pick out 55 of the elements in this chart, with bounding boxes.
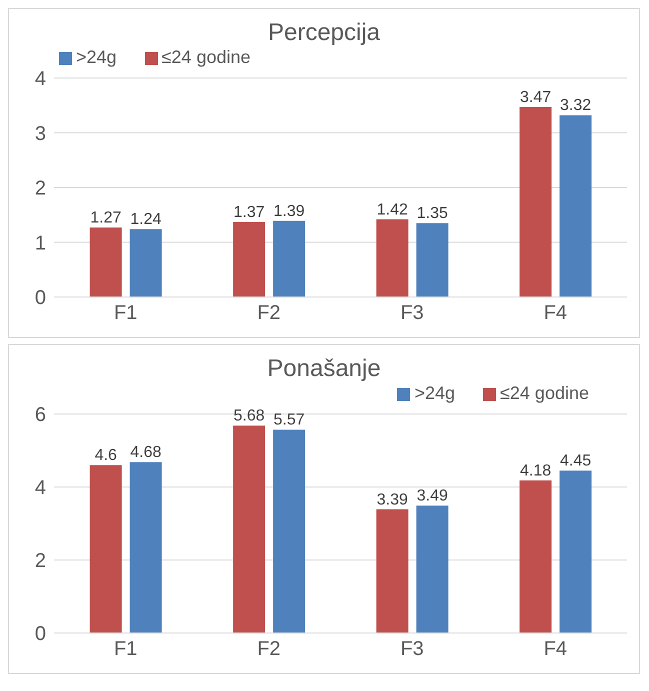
x-tick-label: F4 [544,302,568,324]
legend-label: >24g [76,47,117,67]
bar [273,430,306,633]
data-label: 1.27 [90,209,122,226]
bar [416,223,448,297]
bar [273,220,306,297]
data-label: 1.37 [233,204,265,221]
bar [90,227,122,297]
chart-title: Percepcija [266,18,382,47]
chart-title: Ponašanje [266,354,382,383]
data-label: 1.24 [130,211,162,228]
y-tick-label: 4 [34,477,46,500]
y-tick-label: 1 [34,232,46,254]
data-label: 3.32 [560,97,592,114]
x-tick-label: F3 [400,638,424,660]
y-tick-label: 2 [34,550,46,572]
data-label: 3.49 [416,488,448,505]
data-label: 1.35 [416,205,448,222]
data-label: 1.39 [273,202,305,220]
y-tick-label: 4 [34,68,46,90]
data-label: 4.68 [130,444,162,462]
legend-label: ≤24 godine [500,383,589,403]
y-tick-label: 6 [34,404,46,426]
data-label: 3.47 [520,89,552,106]
x-tick-label: F2 [257,638,281,660]
data-label: 5.68 [233,408,265,425]
legend-label: >24g [414,383,456,403]
data-label: 4.18 [520,462,552,480]
x-tick-label: F1 [114,638,138,660]
x-tick-label: F2 [257,302,281,324]
bar [90,465,122,633]
y-tick-label: 0 [34,623,46,646]
data-label: 5.57 [273,412,305,429]
y-tick-label: 3 [34,122,46,145]
bar [130,229,162,297]
bar [560,470,592,633]
bar [130,462,162,633]
legend-label: ≤24 godine [162,47,251,67]
bar [376,509,408,633]
data-label: 3.39 [376,491,408,508]
bar [233,426,266,633]
bar [520,480,552,633]
data-label: 4.45 [560,452,592,470]
bar [376,219,408,297]
x-tick-label: F3 [400,302,424,324]
data-label: 4.6 [94,447,118,464]
bar [520,107,552,297]
bar [560,115,592,297]
y-tick-label: 2 [34,178,46,200]
x-tick-label: F4 [544,638,568,660]
y-tick-label: 0 [34,287,46,310]
x-tick-label: F1 [114,302,138,324]
data-label: 1.42 [376,201,408,218]
bar [233,222,266,297]
bar [416,506,448,633]
